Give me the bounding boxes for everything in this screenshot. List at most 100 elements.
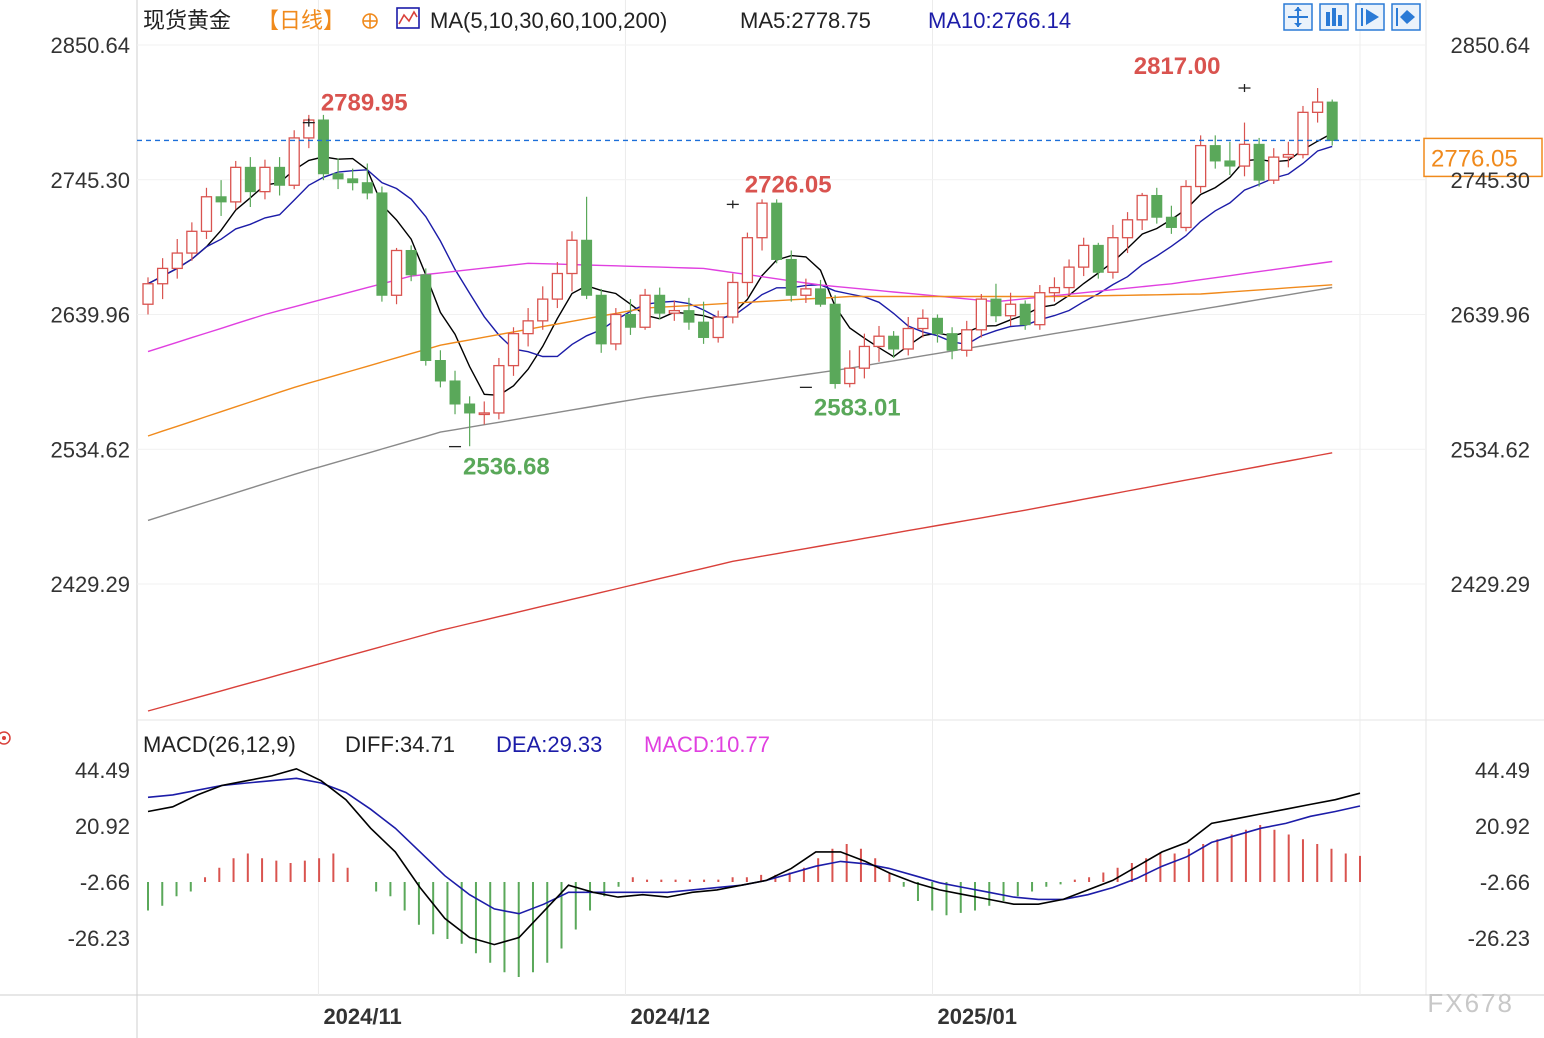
price-annotation-low: 2536.68	[463, 454, 550, 481]
candle	[405, 245, 417, 282]
candle	[698, 301, 710, 344]
candle	[259, 159, 271, 200]
diff-value-label: DIFF:34.71	[345, 732, 455, 757]
settings-icon[interactable]	[0, 731, 11, 745]
candle	[1311, 88, 1324, 123]
candle	[522, 308, 534, 347]
ma-line-ma60	[147, 284, 1333, 437]
candle	[551, 262, 564, 309]
candle	[712, 310, 724, 343]
candle	[493, 357, 505, 420]
watermark: FX678	[1427, 988, 1514, 1018]
play-icon[interactable]	[1355, 3, 1385, 31]
candle	[1019, 300, 1031, 330]
macd-panel	[147, 767, 1361, 978]
candle	[771, 199, 783, 264]
price-annotation-low: 2583.01	[814, 394, 901, 421]
dea-value-label: DEA:29.33	[496, 732, 602, 757]
macd-y-tick-label-left: 20.92	[75, 814, 130, 839]
candle	[186, 222, 198, 261]
last-price-tag	[1423, 137, 1543, 178]
price-annotation-high: 2789.95	[321, 90, 408, 117]
candle	[1326, 99, 1338, 146]
candle	[829, 295, 841, 389]
candle	[142, 277, 154, 315]
candle	[815, 279, 827, 307]
macd-y-tick-label-left: 44.49	[75, 758, 130, 783]
candle	[902, 317, 914, 356]
candle	[288, 130, 300, 190]
candle	[1165, 205, 1177, 234]
macd-y-tick-label-left: -2.66	[80, 870, 130, 895]
candle	[844, 350, 856, 388]
candle	[566, 231, 578, 292]
indicator-icon[interactable]	[396, 7, 420, 29]
y-tick-label-left: 2639.96	[50, 303, 130, 328]
candle	[639, 288, 651, 330]
y-tick-label-right: 2745.30	[1450, 168, 1530, 193]
candle	[1151, 187, 1163, 224]
candle	[888, 331, 900, 358]
fast-forward-icon[interactable]	[1391, 3, 1421, 31]
candle	[975, 293, 987, 338]
ma10-value-label: MA10:2766.14	[928, 8, 1071, 33]
candle	[244, 157, 256, 208]
grid-icon[interactable]	[1283, 3, 1313, 31]
candle	[858, 333, 871, 379]
crosshair-toggle-icon[interactable]	[362, 13, 378, 29]
candle	[727, 273, 739, 324]
macd-y-tick-label-left: -26.23	[68, 926, 130, 951]
candle	[1092, 242, 1104, 279]
candle	[200, 187, 213, 239]
candle	[1297, 105, 1309, 159]
candle	[946, 327, 958, 360]
candle	[1282, 141, 1295, 168]
y-tick-label-right: 2850.64	[1450, 33, 1530, 58]
y-tick-label-right: 2639.96	[1450, 303, 1530, 328]
y-tick-label-left: 2534.62	[50, 437, 130, 462]
candle	[1063, 259, 1075, 296]
last-price-label: 2776.05	[1431, 145, 1518, 172]
diff-line	[147, 767, 1361, 946]
candle	[420, 268, 432, 366]
macd-y-tick-label-right: -26.23	[1468, 926, 1530, 951]
candle	[756, 199, 768, 251]
candle	[610, 308, 622, 351]
candle	[961, 320, 973, 357]
axes: 2024/11 2024/12 2025/01 2850.64 2850.64 2745.…	[50, 33, 1530, 1029]
candle	[1048, 277, 1061, 302]
candle	[434, 350, 446, 388]
candle	[873, 325, 885, 362]
bar-chart-icon[interactable]	[1319, 3, 1349, 31]
candle	[741, 232, 754, 297]
ma-line-ma10	[147, 145, 1333, 358]
y-tick-label-left: 2745.30	[50, 168, 130, 193]
candle	[800, 278, 812, 303]
macd-params-label: MACD(26,12,9)	[143, 732, 296, 757]
ma-line-ma30	[147, 260, 1333, 353]
candle	[317, 114, 329, 181]
candle	[624, 299, 636, 335]
candle	[595, 288, 607, 353]
candle	[1121, 212, 1134, 254]
ma-line-ma200	[147, 452, 1333, 712]
period-label[interactable]: 【日线】	[257, 8, 345, 33]
macd-y-tick-label-right: 44.49	[1475, 758, 1530, 783]
y-tick-label-left: 2850.64	[50, 33, 130, 58]
candle	[156, 258, 169, 300]
candle	[917, 309, 929, 338]
candle	[230, 160, 242, 210]
chart-header: 现货黄金 【日线】 MA(5,10,30,60,100,200) MA5:277…	[143, 7, 1071, 33]
macd-y-tick-label-right: 20.92	[1475, 814, 1530, 839]
candle	[990, 283, 1002, 323]
candle	[785, 250, 797, 302]
candle	[507, 327, 520, 376]
x-tick-label: 2024/12	[630, 1004, 710, 1029]
candle	[274, 157, 286, 196]
ma-line-ma5	[147, 132, 1333, 397]
candle	[390, 247, 403, 305]
candle	[1180, 180, 1192, 232]
candle	[1034, 285, 1046, 330]
candle	[171, 238, 183, 279]
